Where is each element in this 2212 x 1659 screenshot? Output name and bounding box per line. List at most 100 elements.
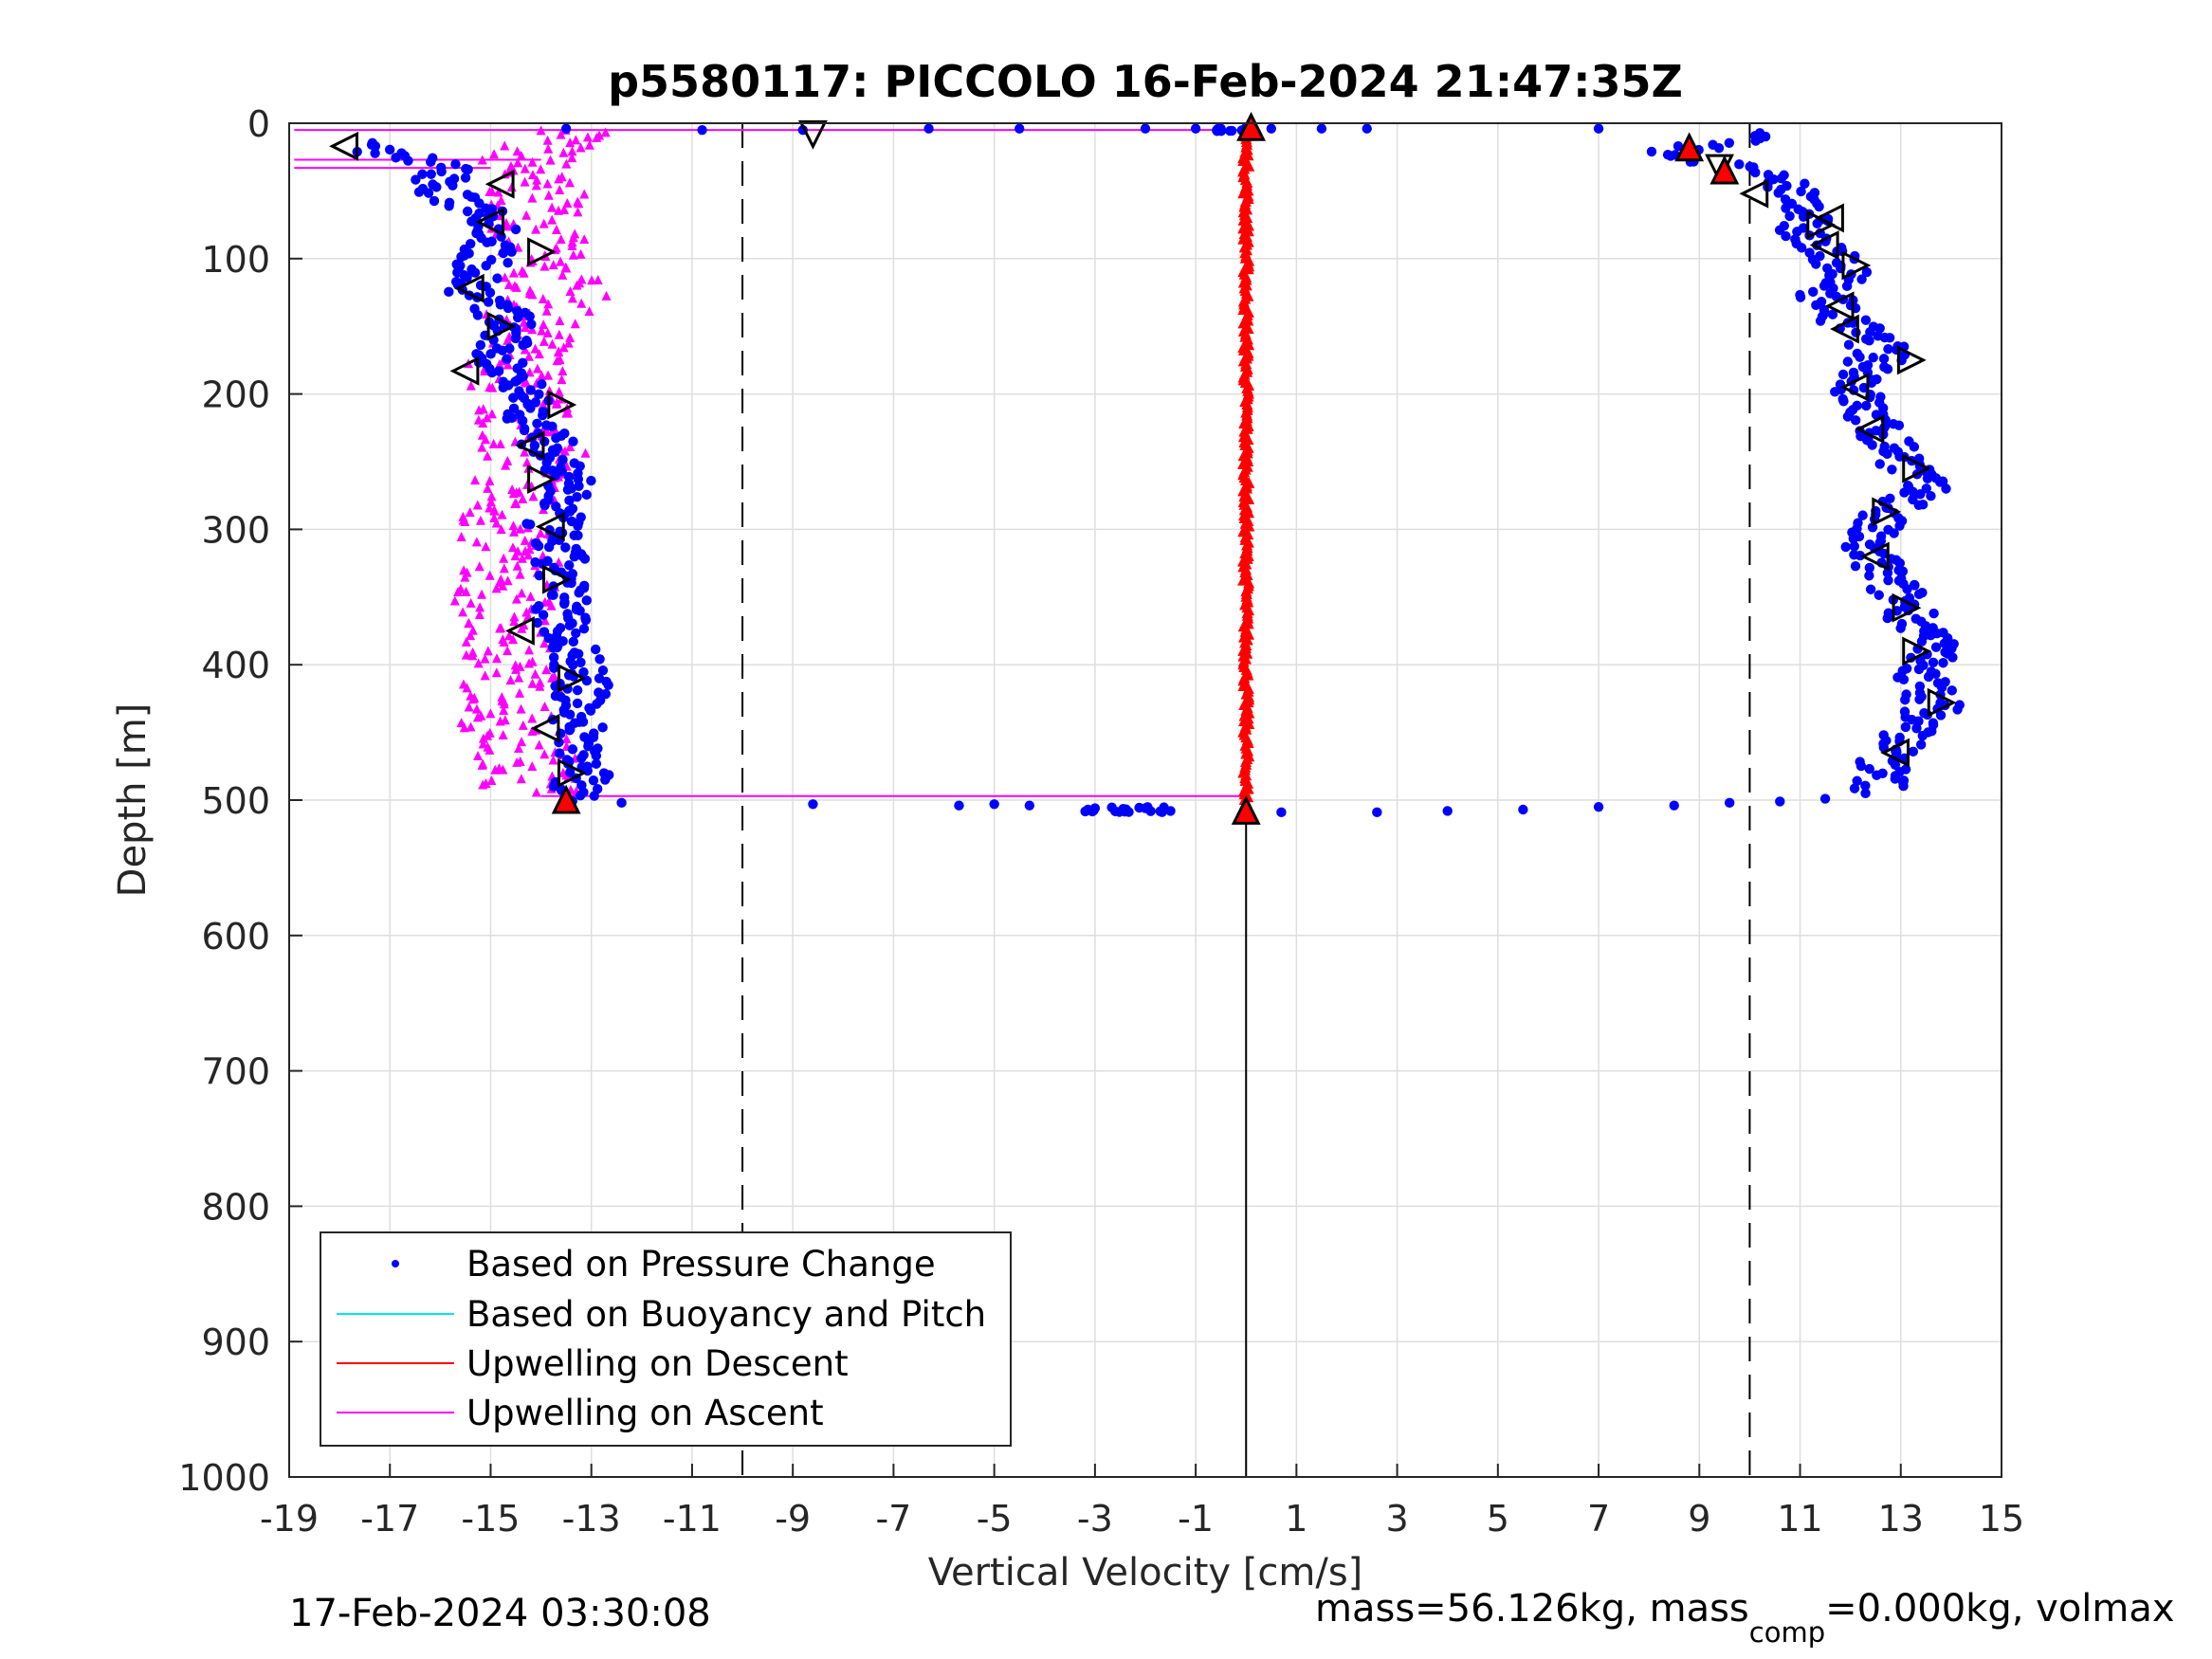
- ascent-upwelling-point: [478, 417, 488, 428]
- ascent-upwelling-point: [477, 759, 487, 770]
- descent-velocity-point: [1899, 487, 1910, 498]
- descent-velocity-point: [1838, 396, 1849, 407]
- triangle-left-marker: [1855, 414, 1885, 445]
- ascent-velocity-point: [497, 345, 508, 356]
- triangle-right-marker: [542, 564, 572, 594]
- profile-markers: [329, 111, 1957, 825]
- triangle-left-marker: [504, 616, 535, 646]
- ascent-upwelling-point: [477, 155, 487, 165]
- triangle-left-marker: [484, 169, 515, 199]
- ascent-velocity-point: [568, 636, 578, 647]
- ascent-upwelling-point: [535, 681, 545, 691]
- descent-velocity-point: [1841, 281, 1853, 292]
- ascent-upwelling-point: [539, 218, 549, 228]
- ascent-upwelling-point: [531, 180, 541, 191]
- ascent-upwelling-point: [503, 280, 514, 290]
- ascent-upwelling-point: [484, 476, 495, 486]
- ascent-upwelling-point: [539, 615, 550, 626]
- ascent-upwelling-point: [520, 176, 530, 187]
- triangle-right-marker: [527, 465, 557, 494]
- ascent-velocity-point: [581, 489, 592, 501]
- ascent-upwelling-point: [530, 343, 540, 354]
- ascent-upwelling-point: [480, 670, 490, 681]
- triangle-right-marker: [1806, 210, 1837, 240]
- ascent-upwelling-point: [475, 515, 485, 525]
- ascent-upwelling-point: [570, 319, 580, 329]
- triangle-up-highlight-marker: [1709, 155, 1740, 185]
- ascent-upwelling-point: [460, 572, 470, 582]
- ascent-velocity-point: [486, 367, 498, 378]
- ascent-velocity-point: [431, 182, 442, 192]
- descent-velocity-point: [1843, 339, 1855, 350]
- ascent-velocity-point: [472, 310, 484, 320]
- ascent-upwelling-point: [582, 132, 593, 142]
- descent-velocity-point: [1827, 309, 1838, 319]
- bottom-transition-point: [1442, 806, 1453, 816]
- descent-velocity-point: [1724, 137, 1735, 149]
- ascent-upwelling-point: [505, 675, 516, 685]
- ascent-upwelling-point: [491, 583, 502, 593]
- ascent-upwelling-point: [527, 156, 538, 167]
- ascent-velocity-point: [571, 628, 581, 639]
- descent-velocity-point: [1887, 465, 1897, 475]
- ascent-velocity-point: [485, 349, 496, 359]
- descent-velocity-point: [1864, 571, 1874, 581]
- x-tick-label: -15: [461, 1498, 520, 1540]
- bottom-transition-point: [1145, 806, 1156, 816]
- descent-velocity-point: [1864, 763, 1874, 775]
- ascent-upwelling-point: [543, 370, 554, 380]
- footer-mass-sub: comp: [1749, 1616, 1825, 1649]
- ascent-upwelling-point: [539, 261, 550, 271]
- ascent-upwelling-point: [473, 750, 484, 760]
- descent-velocity-point: [1860, 315, 1872, 325]
- ascent-upwelling-point: [483, 483, 493, 493]
- descent-velocity-point: [1882, 364, 1893, 374]
- triangle-left-marker: [1824, 291, 1855, 321]
- ascent-velocity-point: [573, 520, 583, 531]
- ascent-velocity-point: [597, 722, 608, 733]
- surface-transition-point: [1216, 126, 1227, 137]
- ascent-velocity-point: [589, 791, 599, 801]
- ascent-upwelling-point: [485, 497, 496, 507]
- ascent-upwelling-point: [512, 146, 522, 156]
- descent-velocity-point: [1849, 783, 1860, 793]
- descent-velocity-point: [1913, 589, 1925, 600]
- ascent-upwelling-point: [490, 764, 501, 775]
- ascent-upwelling-point: [546, 600, 557, 611]
- ascent-velocity-point: [475, 339, 486, 351]
- ascent-upwelling-point: [573, 207, 583, 217]
- ascent-upwelling-point: [576, 142, 586, 153]
- ascent-upwelling-point: [520, 535, 530, 545]
- bottom-transition-point: [1860, 788, 1871, 799]
- ascent-upwelling-point: [461, 649, 471, 660]
- descent-velocity-point: [1734, 159, 1745, 170]
- surface-transition-point: [1593, 123, 1604, 134]
- descent-velocity-point: [1781, 230, 1791, 242]
- ascent-upwelling-point: [556, 256, 566, 266]
- descent-velocity-point: [1861, 400, 1872, 411]
- descent-velocity-point: [1850, 560, 1861, 572]
- descent-velocity-point: [1874, 590, 1884, 600]
- ascent-upwelling-point: [508, 267, 519, 278]
- ascent-upwelling-point: [518, 720, 528, 730]
- ascent-velocity-point: [444, 201, 454, 211]
- ascent-upwelling-point: [584, 139, 594, 150]
- descent-velocity-point: [1673, 141, 1684, 152]
- ascent-upwelling-point: [536, 164, 546, 174]
- descent-velocity-point: [1890, 774, 1900, 784]
- ascent-upwelling-point: [471, 703, 482, 714]
- ascent-velocity-point: [510, 224, 521, 235]
- ascent-upwelling-point: [520, 322, 530, 333]
- ascent-velocity-point: [370, 148, 380, 158]
- ascent-velocity-point: [426, 169, 436, 179]
- ascent-upwelling-point: [579, 189, 590, 199]
- ascent-velocity-point: [586, 475, 596, 486]
- reference-lines: [741, 123, 1751, 1477]
- y-tick-label: 200: [201, 374, 270, 416]
- ascent-upwelling-point: [517, 623, 527, 633]
- ascent-upwelling-point: [510, 551, 521, 561]
- ascent-velocity-point: [575, 606, 585, 616]
- ascent-velocity-point: [391, 153, 401, 163]
- ascent-velocity-point: [498, 247, 509, 259]
- ascent-upwelling-point: [480, 653, 490, 664]
